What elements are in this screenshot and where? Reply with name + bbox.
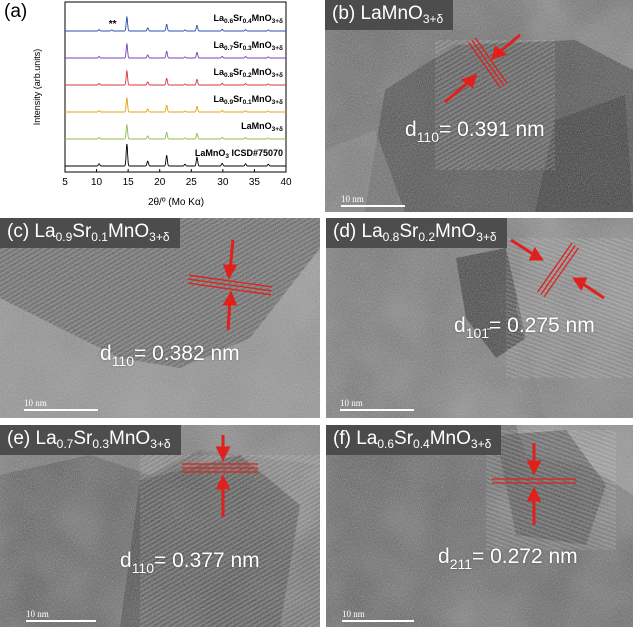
xrd-series-line [65, 69, 286, 86]
panel-e-scale-bar: 10 nm [26, 609, 96, 622]
x-tick-label: 15 [123, 177, 135, 188]
series-label: La0.8Sr0.2MnO3+δ [214, 67, 284, 79]
lattice-fringe-marker [468, 37, 508, 89]
panel-b-arrows [444, 33, 521, 104]
x-tick-label: 40 [280, 177, 292, 188]
xrd-series-line [65, 123, 286, 140]
panel-e-d-spacing: d110= 0.377 nm [120, 549, 260, 576]
y-axis-label: Intensity (arb.units) [32, 49, 42, 126]
arrow-icon [215, 435, 231, 517]
panel-d-scale-bar: 10 nm [340, 398, 414, 411]
arrow-icon [222, 239, 238, 331]
arrow-icon [510, 238, 605, 300]
xrd-series: La0.6Sr0.4MnO3+δ La0.7Sr0.3MnO3+δ La0.8Sr0… [65, 13, 286, 167]
series-label: La0.7Sr0.3MnO3+δ [214, 40, 284, 52]
panel-f-scale-bar: 10 nm [342, 609, 414, 622]
panel-b-scale-bar: 10 nm [341, 194, 405, 207]
tem-texture [326, 218, 633, 418]
panel-e-tem-image: (e) La0.7Sr0.3MnO3+δ d110= 0.377 nm 10 n… [0, 425, 320, 627]
x-tick-label: 30 [217, 177, 229, 188]
panel-c-title: (c) La0.9Sr0.1MnO3+δ [0, 218, 180, 248]
series-label: LaMnO3+δ [241, 121, 283, 133]
tem-texture [325, 0, 633, 212]
panel-e-arrows [182, 435, 258, 517]
tem-texture [0, 425, 320, 627]
plot-frame [64, 1, 287, 173]
x-tick-label: 20 [154, 177, 166, 188]
panel-c-tem-image: (c) La0.9Sr0.1MnO3+δ d110= 0.382 nm 10 n… [0, 218, 320, 418]
x-tick-label: 25 [186, 177, 198, 188]
panel-d-arrows [510, 238, 605, 300]
panel-c-scale-bar: 10 nm [24, 398, 98, 411]
lattice-fringe-marker [536, 242, 580, 298]
panel-c-arrows [187, 239, 273, 331]
panel-b-d-spacing: d110= 0.391 nm [405, 118, 545, 145]
lattice-fringe-marker [182, 463, 258, 473]
tem-texture [0, 218, 320, 418]
tem-texture [326, 425, 633, 627]
xrd-series-line [65, 15, 286, 32]
x-axis-label: 2θ/º (Mo Kα) [148, 197, 204, 208]
xrd-series-line [65, 42, 286, 59]
panel-d-title: (d) La0.8Sr0.2MnO3+δ [326, 218, 507, 248]
xrd-series-line [65, 96, 286, 113]
panel-b-tem-image: (b) LaMnO3+δ d110= 0.391 nm 10 nm [325, 0, 633, 212]
impurity-annotation: ** [109, 19, 117, 30]
panel-d-d-spacing: d101̄= 0.275 nm [454, 314, 595, 341]
series-label: La0.6Sr0.4MnO3+δ [214, 13, 284, 25]
panel-d-tem-image: (d) La0.8Sr0.2MnO3+δ d101̄= 0.275 nm 10 … [326, 218, 633, 418]
series-label: LaMnO3 ICSD#75070 [195, 148, 283, 160]
panel-a: (a) Intensity (arb.units) 2θ/º (Mo Kα) 5… [0, 0, 300, 212]
xrd-series-line [65, 143, 286, 167]
arrow-icon [526, 443, 542, 525]
x-tick-label: 5 [62, 177, 68, 188]
panel-f-title: (f) La0.6Sr0.4MnO3+δ [326, 425, 502, 455]
panel-f-d-spacing: d211= 0.272 nm [438, 545, 578, 572]
panel-f-arrows [492, 443, 576, 525]
arrow-icon [444, 33, 521, 104]
x-ticks: 5 10 15 20 25 30 35 40 [62, 169, 292, 188]
x-tick-label: 35 [249, 177, 261, 188]
xrd-chart: (a) Intensity (arb.units) 2θ/º (Mo Kα) 5… [4, 1, 292, 208]
panel-e-title: (e) La0.7Sr0.3MnO3+δ [0, 425, 181, 455]
lattice-fringe-marker [492, 478, 576, 484]
panel-c-d-spacing: d110= 0.382 nm [100, 342, 240, 369]
lattice-fringe-marker [187, 274, 273, 296]
x-tick-label: 10 [91, 177, 103, 188]
series-label: La0.9Sr0.1MnO3+δ [214, 94, 284, 106]
panel-b-title: (b) LaMnO3+δ [325, 0, 454, 30]
panel-f-tem-image: (f) La0.6Sr0.4MnO3+δ d211= 0.272 nm 10 n… [326, 425, 633, 627]
panel-a-label: (a) [4, 1, 27, 22]
